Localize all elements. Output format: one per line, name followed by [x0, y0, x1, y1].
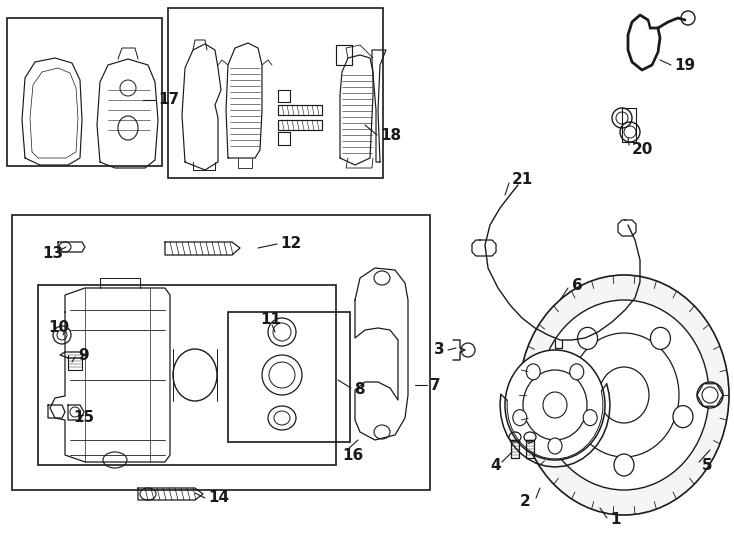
- Ellipse shape: [599, 367, 649, 423]
- Ellipse shape: [673, 406, 693, 428]
- Text: 11: 11: [260, 313, 281, 327]
- Text: 17: 17: [158, 92, 179, 107]
- Ellipse shape: [697, 382, 723, 408]
- Text: 12: 12: [280, 235, 301, 251]
- Text: 6: 6: [572, 278, 583, 293]
- Ellipse shape: [570, 364, 584, 380]
- Ellipse shape: [584, 410, 597, 426]
- Ellipse shape: [173, 349, 217, 401]
- Ellipse shape: [526, 364, 540, 380]
- Ellipse shape: [519, 275, 729, 515]
- Ellipse shape: [543, 392, 567, 418]
- Text: 7: 7: [430, 377, 440, 393]
- Ellipse shape: [555, 406, 575, 428]
- Ellipse shape: [702, 387, 718, 403]
- Text: 5: 5: [702, 457, 713, 472]
- Text: 13: 13: [42, 246, 63, 260]
- Text: 9: 9: [78, 348, 89, 362]
- Bar: [168, 8, 383, 178]
- Bar: [38, 285, 336, 465]
- Text: 1: 1: [610, 512, 620, 528]
- Text: 19: 19: [674, 57, 695, 72]
- Text: 16: 16: [342, 448, 363, 462]
- Ellipse shape: [548, 438, 562, 454]
- Ellipse shape: [505, 350, 605, 460]
- Text: 8: 8: [354, 382, 365, 397]
- Bar: [7, 18, 162, 166]
- Text: 21: 21: [512, 172, 533, 187]
- Text: 14: 14: [208, 490, 229, 505]
- Ellipse shape: [569, 333, 679, 457]
- Ellipse shape: [650, 327, 670, 349]
- Ellipse shape: [523, 370, 587, 440]
- Bar: [12, 215, 430, 490]
- Bar: [228, 312, 350, 442]
- Text: 10: 10: [48, 320, 69, 334]
- Text: 4: 4: [490, 457, 501, 472]
- Text: 15: 15: [73, 409, 94, 424]
- Ellipse shape: [513, 410, 527, 426]
- Text: 20: 20: [632, 143, 653, 158]
- Text: 18: 18: [380, 127, 401, 143]
- Text: 2: 2: [520, 495, 531, 510]
- Text: 3: 3: [434, 342, 445, 357]
- Ellipse shape: [578, 327, 597, 349]
- Ellipse shape: [614, 454, 634, 476]
- Ellipse shape: [539, 300, 709, 490]
